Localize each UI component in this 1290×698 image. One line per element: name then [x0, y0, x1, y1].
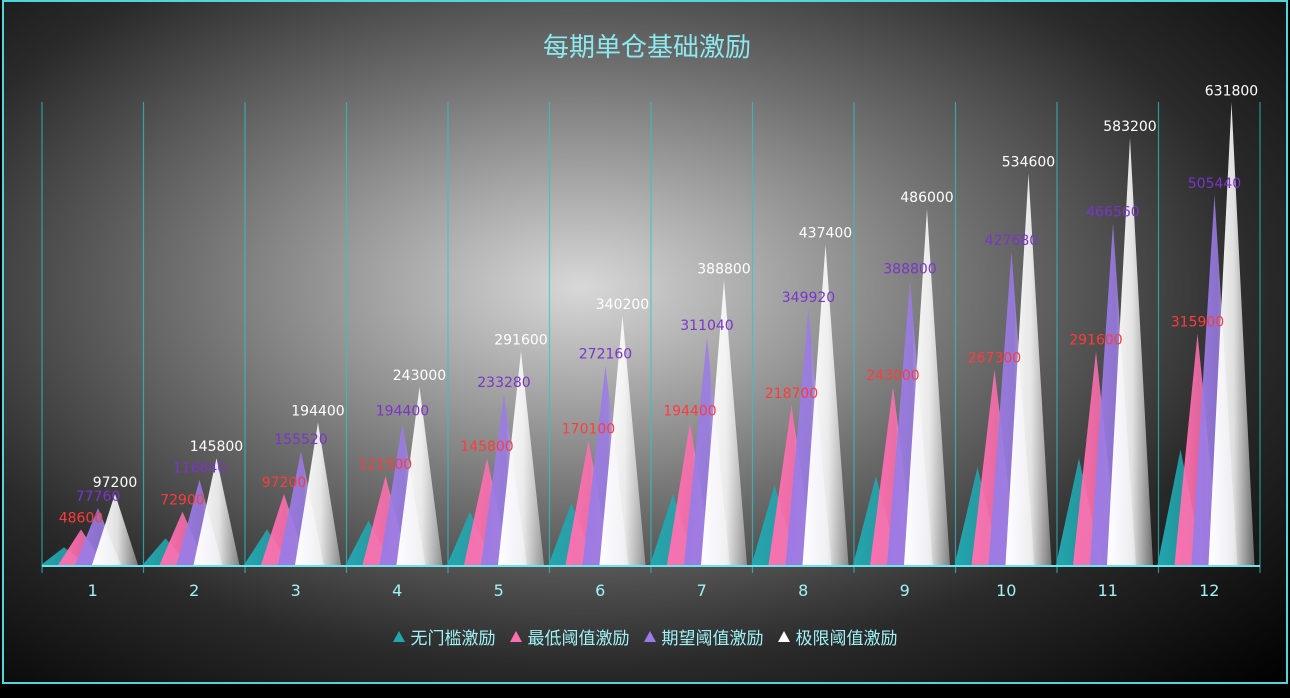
- legend-label: 无门槛激励: [410, 629, 496, 649]
- x-tick-label: 2: [189, 581, 199, 600]
- bar-4-9: [904, 209, 950, 566]
- data-label: 505440: [1188, 176, 1241, 192]
- chart-svg: 每期单仓基础激励 4860077760972007290011664014580…: [41, 33, 1261, 600]
- x-tick-label: 5: [494, 581, 504, 600]
- data-label: 97200: [262, 475, 307, 491]
- data-label: 72900: [160, 493, 205, 509]
- data-label: 145800: [190, 439, 243, 455]
- data-label: 267300: [968, 350, 1021, 366]
- data-label: 583200: [1103, 119, 1156, 135]
- legend: 无门槛激励 最低阈值激励 期望阈值激励 极限阈值激励: [4, 624, 1286, 649]
- x-tick-label: 4: [392, 581, 402, 600]
- legend-marker-icon: [509, 631, 522, 642]
- legend-marker-icon: [392, 631, 405, 642]
- x-tick-label: 6: [595, 581, 605, 600]
- data-label: 194400: [291, 404, 344, 420]
- bar-4-1: [92, 493, 138, 565]
- legend-label: 期望阈值激励: [661, 629, 764, 649]
- legend-marker-icon: [777, 631, 790, 642]
- data-label: 315900: [1171, 315, 1224, 331]
- data-label: 155520: [274, 432, 327, 448]
- legend-marker-icon: [643, 631, 656, 642]
- bar-4-12: [1208, 102, 1255, 565]
- data-label: 243000: [393, 368, 446, 384]
- data-label: 388800: [697, 261, 750, 277]
- chart-frame: 每期单仓基础激励 48600 77760 97200 72900 116640 14580…: [2, 0, 1288, 684]
- data-label: 486000: [900, 190, 953, 206]
- data-label: 233280: [477, 375, 530, 391]
- data-label: 194400: [663, 404, 716, 420]
- legend-item: 极限阈值激励: [777, 624, 898, 649]
- data-label: 77760: [76, 489, 121, 505]
- data-label: 466560: [1086, 204, 1139, 220]
- data-label: 272160: [579, 347, 632, 363]
- bar-4-2: [193, 458, 240, 565]
- data-label: 48600: [59, 510, 104, 526]
- data-label: 437400: [799, 226, 852, 242]
- data-label: 349920: [782, 290, 835, 306]
- data-label: 311040: [680, 318, 733, 334]
- legend-item: 最低阈值激励: [509, 624, 630, 649]
- data-label: 121500: [359, 457, 412, 473]
- x-tick-label: 1: [88, 581, 98, 600]
- x-tick-label: 7: [697, 581, 707, 600]
- data-label: 194400: [376, 404, 429, 420]
- legend-label: 最低阈值激励: [527, 629, 630, 649]
- data-label: 116640: [173, 461, 226, 477]
- data-label: 534600: [1002, 155, 1055, 171]
- x-tick-label: 12: [1199, 581, 1219, 600]
- legend-item: 期望阈值激励: [643, 624, 764, 649]
- data-label: 243000: [866, 368, 919, 384]
- x-tick-label: 9: [900, 581, 910, 600]
- bar-4-11: [1107, 137, 1153, 565]
- data-label: 427680: [985, 233, 1038, 249]
- x-tick-label: 8: [798, 581, 808, 600]
- x-tick-label: 11: [1098, 581, 1118, 600]
- data-label: 145800: [460, 439, 513, 455]
- x-tick-label: 10: [996, 581, 1016, 600]
- bar-4-10: [1005, 173, 1052, 565]
- bar-4-6: [599, 315, 646, 565]
- bar-4-3: [295, 422, 341, 565]
- data-label: 170100: [562, 421, 615, 437]
- chart-title: 每期单仓基础激励: [543, 33, 751, 63]
- data-label: 340200: [596, 297, 649, 313]
- data-label: 291600: [1069, 332, 1122, 348]
- bar-4-7: [701, 280, 747, 565]
- bar-4-4: [396, 387, 443, 565]
- x-tick-label: 3: [291, 581, 301, 600]
- bar-4-8: [802, 244, 849, 566]
- legend-item: 无门槛激励: [392, 624, 496, 649]
- data-label: 291600: [494, 332, 547, 348]
- data-label: 97200: [93, 475, 138, 491]
- data-label: 631800: [1205, 83, 1258, 99]
- data-label: 218700: [765, 386, 818, 402]
- data-label: 388800: [883, 261, 936, 277]
- bar-4-5: [498, 351, 544, 565]
- legend-label: 极限阈值激励: [795, 629, 898, 649]
